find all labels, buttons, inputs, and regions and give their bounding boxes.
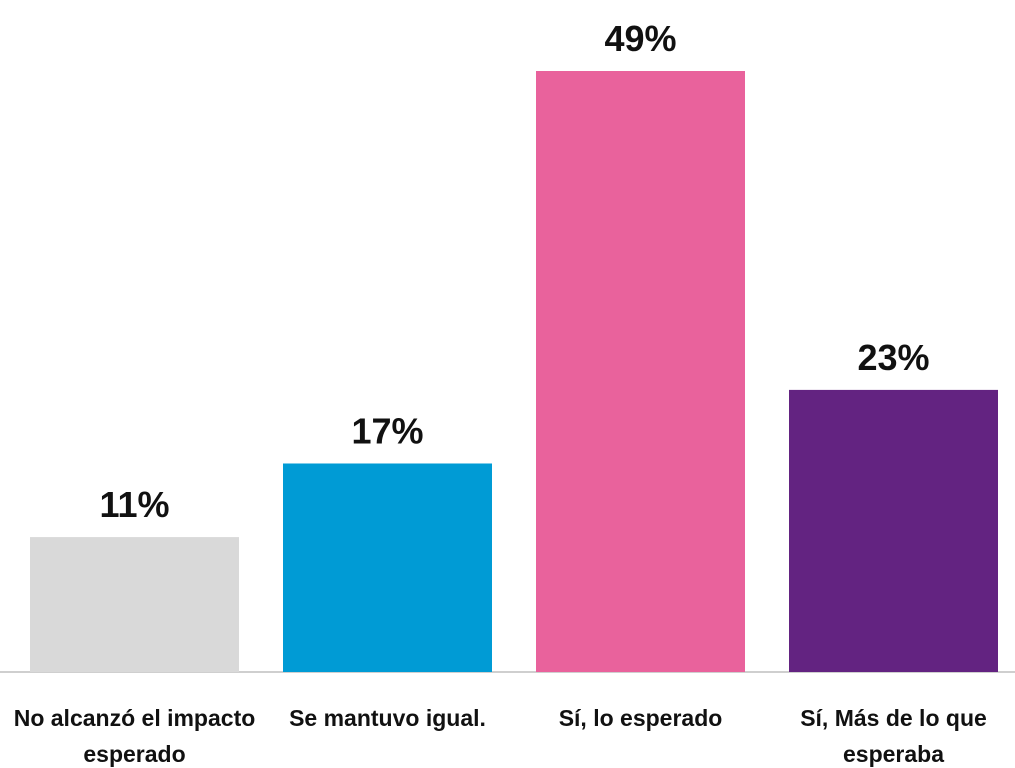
category-label: Se mantuvo igual. <box>289 705 486 731</box>
bar <box>536 71 745 672</box>
bar <box>789 389 998 672</box>
category-label: Sí, Más de lo que esperaba <box>800 705 987 767</box>
value-label: 23% <box>857 337 929 378</box>
value-label: 17% <box>351 410 423 451</box>
bar <box>283 463 492 672</box>
value-label: 49% <box>604 18 676 59</box>
category-label: No alcanzó el impacto esperado <box>13 705 256 767</box>
value-label: 11% <box>99 484 169 525</box>
category-label: Sí, lo esperado <box>558 705 723 731</box>
bar <box>30 537 239 672</box>
